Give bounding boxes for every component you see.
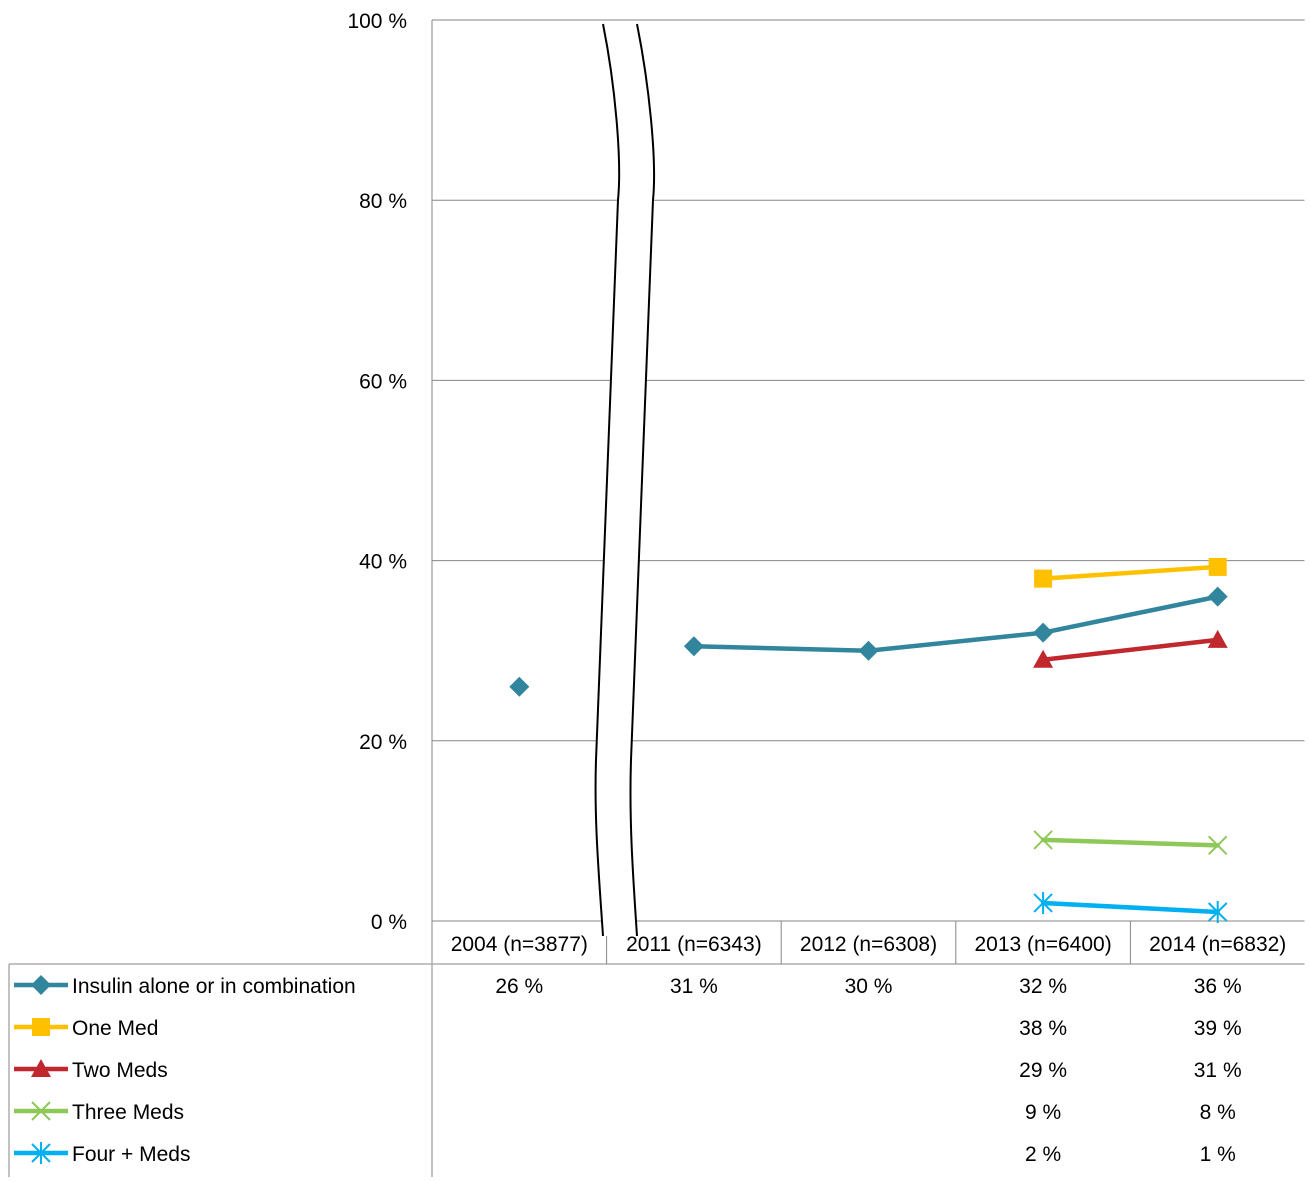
series-line-segment (1040, 837, 1220, 848)
data-point-marker (1207, 586, 1228, 607)
data-label: 36 % (1194, 975, 1242, 998)
data-label: 9 % (1025, 1101, 1061, 1124)
data-label: 2 % (1025, 1143, 1061, 1166)
y-tick-label: 0 % (371, 911, 407, 934)
series-line-segment (1040, 564, 1220, 581)
data-label: 39 % (1194, 1017, 1242, 1040)
legend-label: Four + Meds (72, 1143, 190, 1166)
data-label: 38 % (1019, 1017, 1067, 1040)
data-point-marker (1033, 891, 1053, 914)
series-line-segment (1040, 900, 1220, 915)
series-line-segment (866, 630, 1046, 653)
data-point-marker (1207, 835, 1228, 856)
legend-label: Two Meds (72, 1059, 168, 1082)
data-label: 31 % (670, 975, 718, 998)
axis-break-fill (595, 24, 655, 936)
data-point-marker (1033, 649, 1054, 668)
x-tick-label: 2014 (n=6832) (1149, 933, 1286, 956)
data-label: 8 % (1200, 1101, 1236, 1124)
y-tick-label: 100 % (347, 10, 407, 33)
series-line-segment (1040, 594, 1220, 635)
data-point-marker (683, 636, 704, 657)
axis-break-line (594, 23, 621, 937)
axis-break-line (629, 23, 656, 937)
series-line-segment (691, 643, 871, 653)
data-point-marker (1207, 900, 1228, 923)
data-label: 30 % (845, 975, 893, 998)
data-point-marker (509, 676, 530, 697)
legend-label: Three Meds (72, 1101, 184, 1124)
data-point-marker (1033, 830, 1053, 850)
x-tick-label: 2004 (n=3877) (451, 933, 588, 956)
series-line-segment (1040, 637, 1220, 662)
data-point-marker (858, 640, 879, 661)
data-label: 32 % (1019, 975, 1067, 998)
data-point-marker (1033, 622, 1054, 643)
legend-key-marker (31, 1142, 51, 1164)
y-tick-label: 20 % (359, 731, 407, 754)
y-tick-label: 80 % (359, 190, 407, 213)
data-point-marker (1034, 569, 1053, 588)
y-tick-label: 60 % (359, 370, 407, 393)
legend-label: One Med (72, 1017, 158, 1040)
legend-label: Insulin alone or in combination (72, 975, 356, 998)
legend-key-marker (31, 975, 51, 995)
data-label: 1 % (1200, 1143, 1236, 1166)
x-tick-label: 2012 (n=6308) (800, 933, 937, 956)
data-point-marker (1208, 557, 1227, 576)
x-tick-label: 2011 (n=6343) (626, 933, 762, 956)
legend-key-marker (31, 1059, 51, 1077)
data-point-marker (1207, 629, 1228, 648)
legend-key-marker (32, 1018, 50, 1036)
y-tick-label: 40 % (359, 551, 407, 574)
legend-key-marker (31, 1101, 51, 1121)
data-label: 26 % (495, 975, 543, 998)
data-label: 31 % (1194, 1059, 1242, 1082)
x-tick-label: 2013 (n=6400) (974, 933, 1111, 956)
data-label: 29 % (1019, 1059, 1067, 1082)
